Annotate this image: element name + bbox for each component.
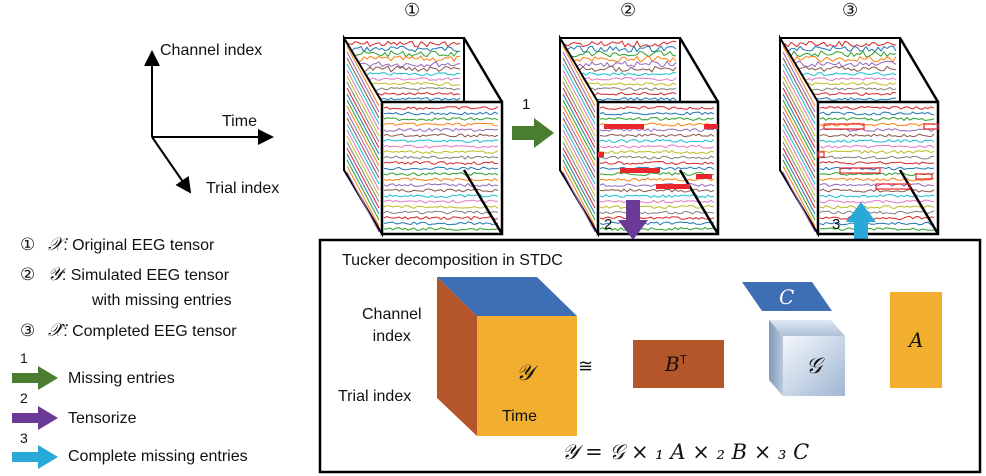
completed-entry: [823, 123, 865, 130]
step2-arrow-icon: [618, 200, 648, 240]
missing-entry: [598, 152, 604, 157]
approx-symbol: ≅: [578, 356, 594, 376]
missing-entry: [656, 184, 690, 189]
tucker-time-label: Time: [502, 408, 537, 425]
axes-icon: [144, 50, 274, 194]
legend-symbol: 𝒳: [47, 234, 64, 255]
legend-arrow3-label: Complete missing entries: [68, 448, 248, 465]
a-factor-label: A: [909, 328, 924, 352]
step3-arrow-icon: [846, 202, 876, 240]
c-factor-block: [742, 282, 832, 311]
cube1-number: ①: [404, 0, 421, 21]
legend-item-2: ② 𝒴: Simulated EEG tensor: [20, 264, 229, 285]
legend-arrow1-icon: [12, 366, 58, 390]
tucker-equation: 𝒴 = 𝒢 × ₁ A × ₂ B × ₃ C: [562, 440, 810, 464]
a-factor-block: [890, 292, 942, 388]
legend-text: : Original EEG tensor: [63, 237, 215, 254]
missing-entry: [696, 174, 712, 179]
completed-entry: [839, 167, 881, 174]
legend-symbol: 𝒴: [47, 264, 62, 285]
cube2-number: ②: [620, 0, 637, 21]
eeg-cube-3: [779, 34, 940, 238]
legend-text: : Completed EEG tensor: [63, 323, 237, 340]
step2-number: 2: [604, 216, 613, 233]
cube3-number: ③: [842, 0, 859, 21]
legend-arrow2-label: Tensorize: [68, 410, 137, 427]
legend-item-3: ③ 𝒳̂: Completed EEG tensor: [20, 320, 237, 341]
axis-channel-label: Channel index: [160, 42, 263, 59]
legend-arrow1-number: 1: [20, 350, 28, 366]
core-tensor-icon: [769, 320, 845, 396]
missing-entry: [620, 168, 660, 173]
tucker-channel-label: Channel index: [362, 306, 422, 345]
legend-number: ②: [20, 265, 36, 284]
legend-text: : Simulated EEG tensor: [61, 267, 230, 284]
legend-arrow1-label: Missing entries: [68, 370, 175, 387]
b-transpose-sup: T: [679, 352, 688, 367]
tucker-cube-icon: [437, 277, 577, 436]
legend-symbol: 𝒳̂: [47, 320, 64, 341]
legend-arrow2-icon: [12, 406, 58, 430]
completed-entry: [817, 151, 825, 158]
step3-number: 3: [832, 216, 841, 233]
legend-item-1: ① 𝒳: Original EEG tensor: [20, 234, 214, 255]
completed-entry: [923, 123, 939, 130]
legend-arrow3-number: 3: [20, 430, 28, 446]
missing-entry: [704, 124, 718, 129]
legend-number: ①: [20, 235, 36, 254]
core-tensor-label: 𝒢: [806, 354, 822, 379]
step1-number: 1: [522, 96, 531, 113]
c-factor-label: C: [779, 285, 795, 309]
axis-trial-label: Trial index: [206, 180, 280, 197]
legend-item-2-continued: with missing entries: [92, 292, 232, 309]
b-label-text: B: [665, 352, 680, 376]
legend-arrow3-icon: [12, 445, 58, 469]
tucker-box: [318, 238, 982, 474]
tucker-cube-symbol: 𝒴: [516, 361, 534, 386]
missing-entry: [604, 124, 644, 129]
eeg-cube-1: [343, 34, 504, 238]
completed-entry: [875, 183, 911, 190]
axis-time-label: Time: [222, 113, 257, 130]
legend-arrow2-number: 2: [20, 390, 28, 406]
completed-entry: [915, 173, 933, 180]
tucker-title: Tucker decomposition in STDC: [342, 252, 563, 269]
b-factor-label: BT: [665, 352, 687, 377]
b-factor-block: [633, 340, 724, 388]
tucker-trial-label: Trial index: [338, 388, 412, 405]
legend-number: ③: [20, 321, 36, 340]
step1-arrow-icon: [512, 118, 554, 148]
